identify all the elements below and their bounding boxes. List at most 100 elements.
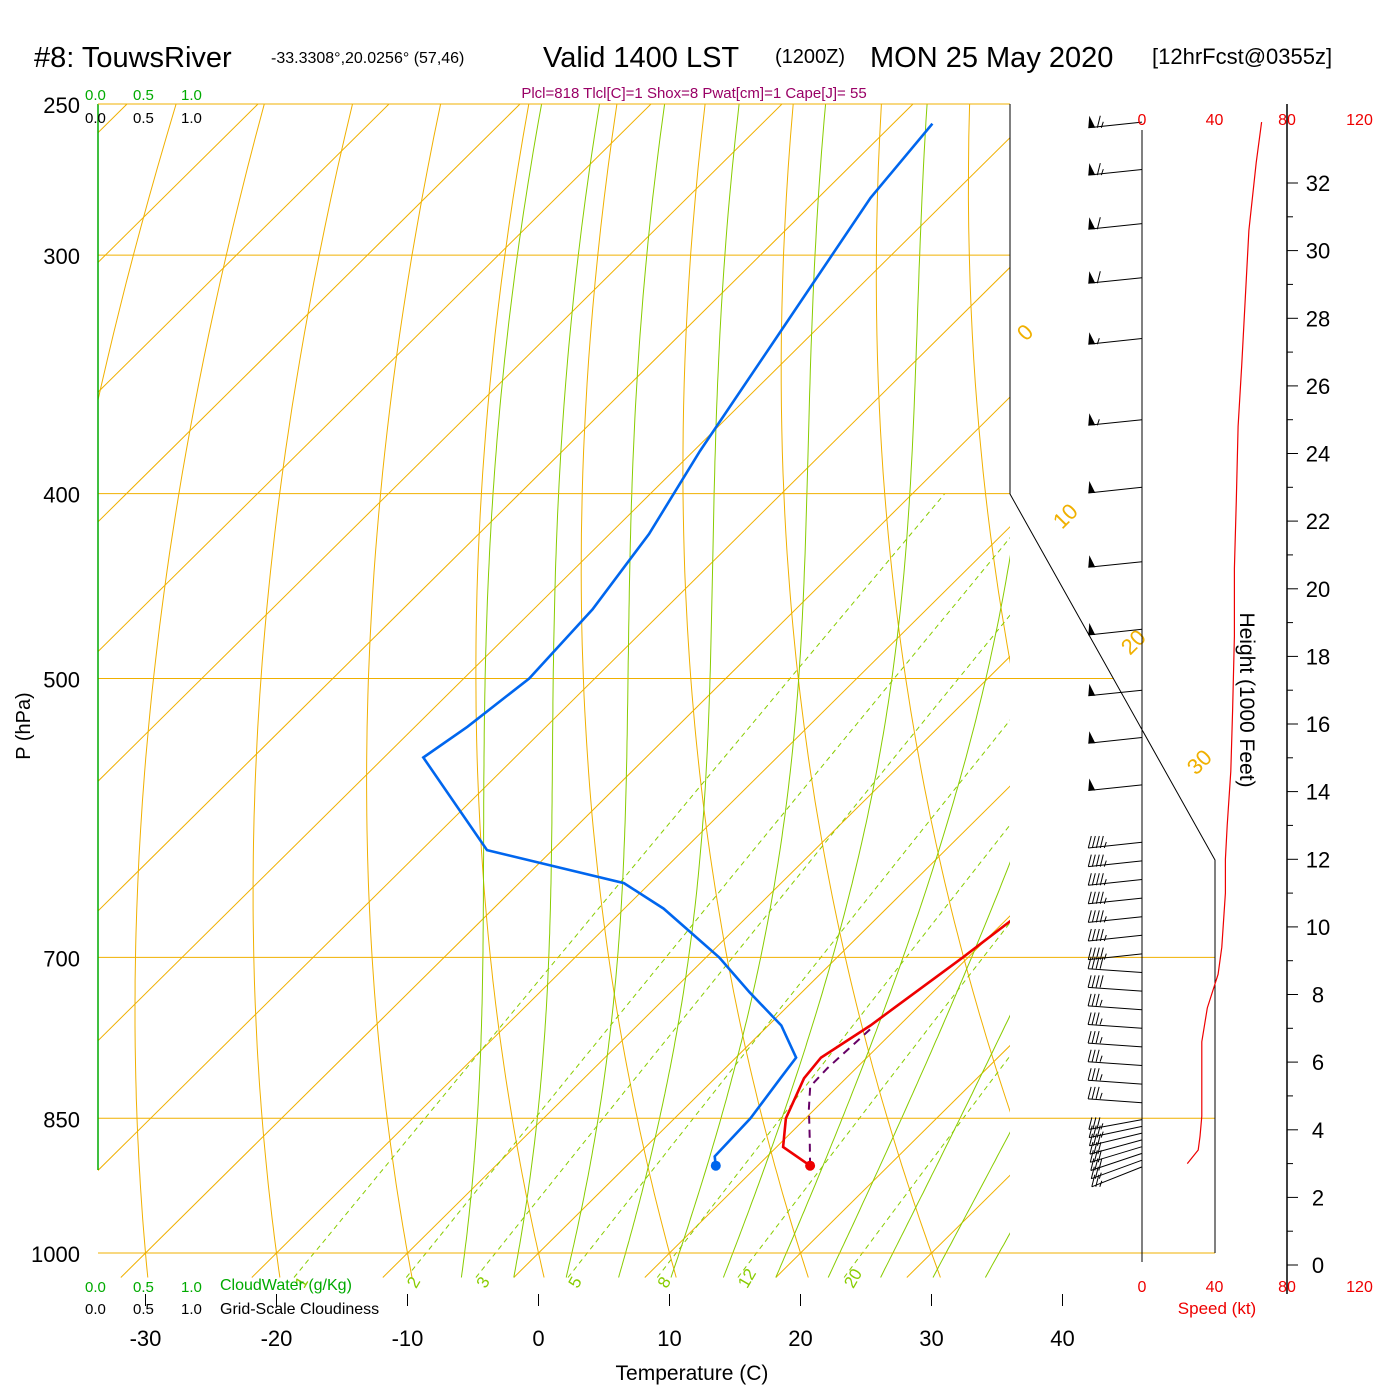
wind-barb-feather [1098,1158,1103,1171]
isotherm-line [251,526,1010,1278]
wind-barb-feather [1097,1141,1102,1155]
background-lines [98,104,1400,1278]
wind-barb-half-feather [1096,338,1100,345]
wind-barb-feather [1099,947,1104,960]
wind-barb-pennant [1088,623,1096,635]
wind-barb-pennant [1088,731,1096,744]
wind-barb-feather [1095,947,1100,960]
temperature-tick-label: 20 [788,1326,812,1351]
height-tick-label: 22 [1306,509,1330,534]
sounding-series [421,122,1010,1171]
isotherm-line [906,1174,1010,1278]
temperature-tick-label: 40 [1050,1326,1074,1351]
wind-barb-feather [1091,1068,1096,1081]
wind-barb-feather [1099,975,1104,988]
wind-barb-feather [1087,1012,1092,1025]
isotherm-line [98,104,259,264]
cloudwater-label: CloudWater (g/Kg) [220,1277,352,1294]
wind-barb-staff [1088,841,1143,849]
wind-barb-feather [1095,975,1100,988]
height-tick-label: 6 [1312,1050,1324,1075]
moist-adiabat-line [513,104,600,1278]
wind-barb-pennant [1088,555,1096,568]
moist-adiabat-line [722,104,928,1278]
wind-barb-staff [1088,860,1143,868]
isotherm-line [1169,104,1400,1278]
speed-tick-label-bottom: 0 [1138,1279,1147,1296]
y-axis-label: P (hPa) [13,692,35,759]
height-tick-label: 10 [1306,915,1330,940]
wind-barb-pennant [1088,778,1096,791]
wind-barb-feather [1087,910,1092,923]
moist-adiabat-label: 0 [1012,319,1038,345]
wind-barb-staff [1088,338,1143,345]
wind-barb-staff [1088,223,1143,230]
wind-barb-feather [1095,891,1100,904]
wind-barb-half-feather [1099,1092,1103,1100]
bottom-cl-tick-1: 0.5 [133,1301,154,1318]
wind-barb-feather [1091,891,1096,904]
isotherm-line [98,104,783,782]
dry-adiabat-line [580,104,677,1278]
moist-adiabat-line [880,1014,1010,1278]
wind-barb-staff [1089,1139,1143,1155]
wind-barb-feather [1099,873,1104,886]
pressure-tick-label: 250 [43,93,80,118]
cloudiness-label: Grid-Scale Cloudiness [220,1301,379,1318]
wind-barb-half-feather [1099,1074,1103,1081]
moist-adiabat-line [984,1232,1010,1278]
wind-barb-feather [1087,928,1092,942]
valid-time: Valid 1400 LST [543,42,739,74]
wind-barb-feather [1091,873,1096,886]
mixing-ratio-label: 2 [403,1274,424,1292]
dry-adiabat-line [875,104,1010,1113]
isotherm-line [120,396,1010,1278]
mixing-ratio-label: 12 [734,1265,760,1291]
height-tick-label: 28 [1306,306,1330,331]
temperature-tick-label: -20 [261,1326,293,1351]
wind-barb-pennant [1088,115,1096,128]
wind-barb-feather [1087,947,1092,960]
top-cw-tick-2: 1.0 [181,87,202,104]
height-tick-label: 32 [1306,171,1330,196]
temperature-tick-label: 10 [657,1326,681,1351]
top-cloudiness-scale: 0.0 0.5 1.0 [85,110,202,127]
temperature-axis: -30 -20 -10 0 10 20 30 40 [130,1294,1075,1351]
isotherm-line [98,104,521,523]
moist-adiabat-line [827,861,1010,1278]
surface-dewpoint-dot [710,1160,721,1171]
mixing-ratio-line [737,921,1010,1278]
height-tick-label: 16 [1306,712,1330,737]
wind-barb-feather [1095,1012,1100,1025]
wind-barb-feather [1091,1049,1096,1062]
wind-barb-staff [1088,419,1143,426]
height-tick-label: 8 [1312,983,1324,1008]
mixing-ratio-line [405,536,1010,1278]
wind-barb-staff [1088,486,1143,494]
wind-barb-feather [1091,1086,1096,1100]
bottom-cl-tick-2: 1.0 [181,1301,202,1318]
wind-barb-staff [1088,968,1143,973]
wind-barb-feather [1091,993,1096,1007]
temperature-tick-label: 0 [532,1326,544,1351]
moist-adiabat-label: 30 [1182,745,1217,780]
wind-barb-pennant [1088,271,1096,284]
wind-barb-staff [1088,934,1143,942]
top-cloudwater-scale: 0.0 0.5 1.0 [85,87,202,104]
wind-barb-staff [1088,1098,1143,1104]
temperature-curve [781,919,1010,1167]
wind-barb-staff [1088,916,1143,923]
speed-tick-label-bottom: 120 [1346,1279,1373,1296]
wind-barb-staff [1088,1061,1143,1066]
wind-barb-feather [1096,217,1101,230]
wind-barb-feather [1099,891,1104,904]
speed-tick-label-top: 40 [1206,112,1224,129]
top-cl-tick-1: 0.5 [133,110,154,127]
wind-barb-feather [1088,1125,1093,1138]
wind-barb-half-feather [1100,121,1104,128]
wind-barb-feather [1087,993,1092,1007]
wind-barb-feather [1095,1068,1100,1081]
